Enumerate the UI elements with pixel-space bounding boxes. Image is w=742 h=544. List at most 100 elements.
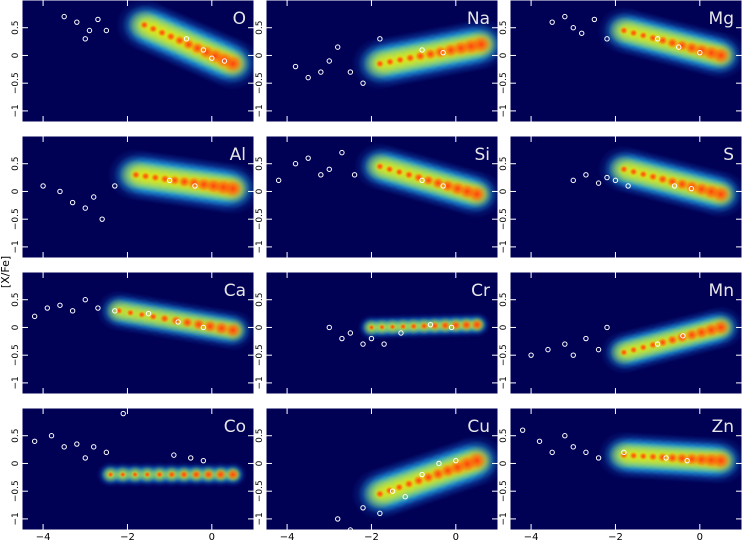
- star-point: [562, 341, 568, 347]
- density-blob: [141, 172, 150, 180]
- density-blob: [144, 471, 151, 478]
- density-blob: [149, 25, 157, 33]
- density-blob: [414, 476, 424, 486]
- y-tick-label: 0.5: [499, 157, 509, 171]
- panel-frame: [509, 135, 742, 259]
- star-point: [440, 49, 446, 56]
- y-tick-label: 0.5: [255, 157, 265, 171]
- star-point: [40, 183, 46, 189]
- y-tick-label: 0.5: [11, 157, 21, 171]
- density-blob: [151, 174, 159, 182]
- density-blob: [140, 21, 149, 29]
- density-blob: [170, 175, 180, 185]
- density-blob: [158, 29, 166, 37]
- y-tick-label: 0: [255, 52, 265, 58]
- y-tick-label: −1: [11, 376, 21, 389]
- star-point: [192, 183, 198, 189]
- star-point: [419, 177, 425, 184]
- star-point: [339, 149, 345, 156]
- y-tick-label: 0.5: [11, 21, 21, 35]
- y-tick-label: −1: [11, 104, 21, 117]
- star-point: [360, 505, 366, 511]
- panel-o: −1 −0.5 0 0.5 O: [11, 0, 255, 123]
- panel-frame: [265, 271, 499, 395]
- y-tick-label: −0.5: [11, 344, 21, 366]
- y-tick-label: 0: [255, 324, 265, 330]
- density-blob: [160, 314, 169, 323]
- star-point: [583, 335, 589, 342]
- star-point: [221, 58, 228, 64]
- star-point: [57, 188, 63, 195]
- star-point: [570, 352, 576, 358]
- density-blob: [225, 323, 241, 337]
- y-tick-label: 0: [11, 460, 21, 466]
- panel-frame: [509, 0, 742, 123]
- density-blob: [406, 54, 415, 62]
- y-tick-label: −0.5: [499, 480, 509, 502]
- density-blob: [404, 480, 414, 488]
- element-label: Mn: [709, 281, 734, 301]
- density-blob: [649, 34, 657, 42]
- star-point: [61, 13, 67, 20]
- density-blob: [386, 165, 394, 173]
- y-tick-label: −1: [499, 104, 509, 117]
- x-tick-label: −4: [280, 532, 295, 543]
- star-point: [654, 36, 661, 42]
- element-label: Al: [230, 145, 246, 165]
- y-tick-label: −1: [11, 512, 21, 525]
- star-point: [671, 183, 678, 189]
- density-blob: [192, 470, 201, 479]
- y-tick-label: 0.5: [255, 21, 265, 35]
- star-point: [595, 455, 602, 461]
- density-blob: [389, 324, 396, 330]
- star-point: [351, 172, 358, 178]
- x-tick-label: −4: [524, 532, 539, 543]
- star-point: [389, 488, 396, 494]
- density-blob: [376, 163, 384, 170]
- star-point: [48, 433, 55, 439]
- density-blob: [712, 186, 730, 202]
- y-tick-label: −1: [11, 240, 21, 253]
- star-point: [95, 305, 101, 311]
- density-blob: [667, 335, 678, 345]
- star-point: [112, 183, 118, 189]
- star-point: [519, 427, 526, 433]
- star-point: [69, 199, 76, 206]
- density-blob: [156, 471, 163, 478]
- panel-s: −1 −0.5 0 0.5 S: [499, 135, 742, 259]
- panel-frame: [21, 271, 255, 395]
- density-blob: [410, 323, 417, 330]
- density-blob: [667, 38, 678, 48]
- star-point: [292, 161, 299, 167]
- star-point: [549, 449, 555, 456]
- star-point: [69, 308, 76, 314]
- y-tick-label: −0.5: [11, 208, 21, 230]
- density-blob: [227, 469, 238, 480]
- star-point: [549, 19, 555, 25]
- density-blob: [658, 338, 667, 347]
- x-tick-label: −2: [120, 532, 135, 543]
- star-point: [595, 180, 602, 186]
- star-point: [604, 324, 610, 331]
- panel-frame: [21, 135, 255, 259]
- density-blob: [423, 175, 434, 186]
- star-point: [360, 80, 366, 86]
- density-blob: [386, 58, 394, 66]
- x-axis-label: [Fe/H]: [384, 531, 417, 544]
- element-label: Co: [224, 417, 246, 437]
- star-point: [368, 335, 375, 342]
- density-blob: [179, 176, 190, 187]
- star-point: [103, 449, 110, 456]
- star-point: [82, 36, 88, 42]
- star-point: [200, 324, 207, 331]
- star-point: [112, 308, 118, 314]
- density-blob: [415, 51, 426, 61]
- star-point: [377, 510, 383, 517]
- density-blob: [639, 32, 647, 39]
- x-tick-label: 0: [209, 532, 215, 543]
- panel-frame: [509, 407, 742, 531]
- density-blob: [468, 452, 486, 469]
- x-tick-label: −2: [608, 532, 623, 543]
- element-label: Cr: [471, 281, 490, 301]
- star-point: [604, 174, 610, 181]
